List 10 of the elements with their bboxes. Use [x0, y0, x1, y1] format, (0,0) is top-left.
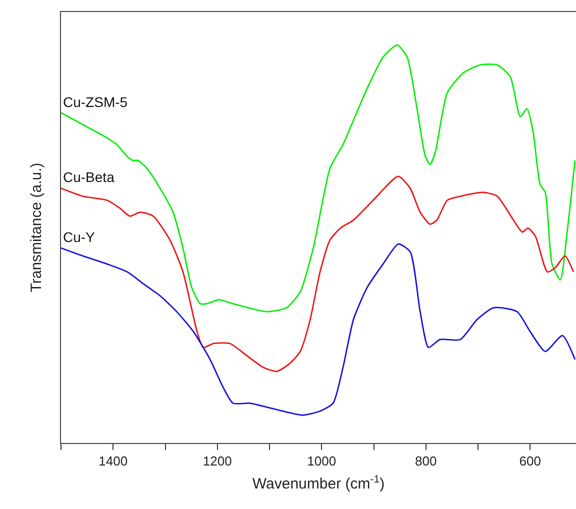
x-tick-label: 800 [415, 454, 437, 469]
x-tick-label: 1400 [98, 454, 128, 469]
y-axis-title: Transmitance (a.u.) [28, 162, 46, 292]
x-tick-label: 1000 [307, 454, 336, 469]
series-label: Cu-ZSM-5 [63, 94, 128, 110]
x-tick-label: 1200 [202, 454, 232, 469]
series-label: Cu-Beta [63, 169, 115, 185]
series-label: Cu-Y [63, 229, 96, 245]
x-axis-title: Wavenumber (cm$^{-1}$) [252, 473, 385, 493]
x-tick-label: 600 [519, 454, 541, 469]
